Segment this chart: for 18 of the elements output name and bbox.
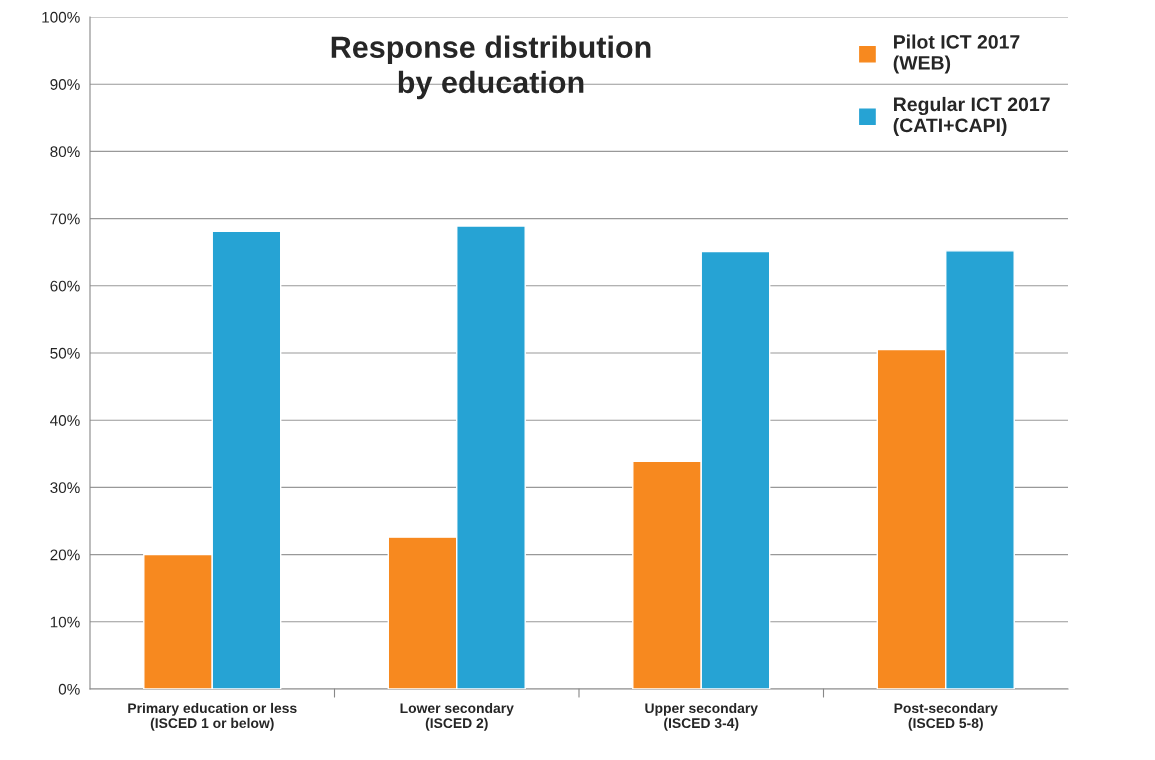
x-tick-label: Lower secondary (ISCED 2) xyxy=(400,702,514,731)
x-tick-label: Upper secondary (ISCED 3-4) xyxy=(645,702,758,731)
x-tick-label: Post-secondary (ISCED 5-8) xyxy=(894,702,998,731)
x-tick-label: Primary education or less (ISCED 1 or below) xyxy=(128,702,297,731)
y-tick-label: 30% xyxy=(50,482,80,494)
y-tick-label: 90% xyxy=(50,79,80,90)
y-tick-label: 80% xyxy=(50,146,80,158)
y-tick-label: 100% xyxy=(42,11,80,23)
y-tick-label: 70% xyxy=(50,213,80,225)
y-tick-label: 60% xyxy=(50,280,80,292)
y-tick-label: 0% xyxy=(58,683,80,695)
legend-label: Pilot ICT 2017 (WEB) xyxy=(893,34,1020,74)
legend-label: Regular ICT 2017 (CATI+CAPI) xyxy=(893,96,1050,137)
text: Response distribution by education xyxy=(331,35,651,100)
y-tick-label: 20% xyxy=(50,549,80,561)
y-tick-label: 50% xyxy=(50,347,80,359)
y-tick-label: 40% xyxy=(50,415,80,426)
y-tick-label: 10% xyxy=(50,616,80,628)
